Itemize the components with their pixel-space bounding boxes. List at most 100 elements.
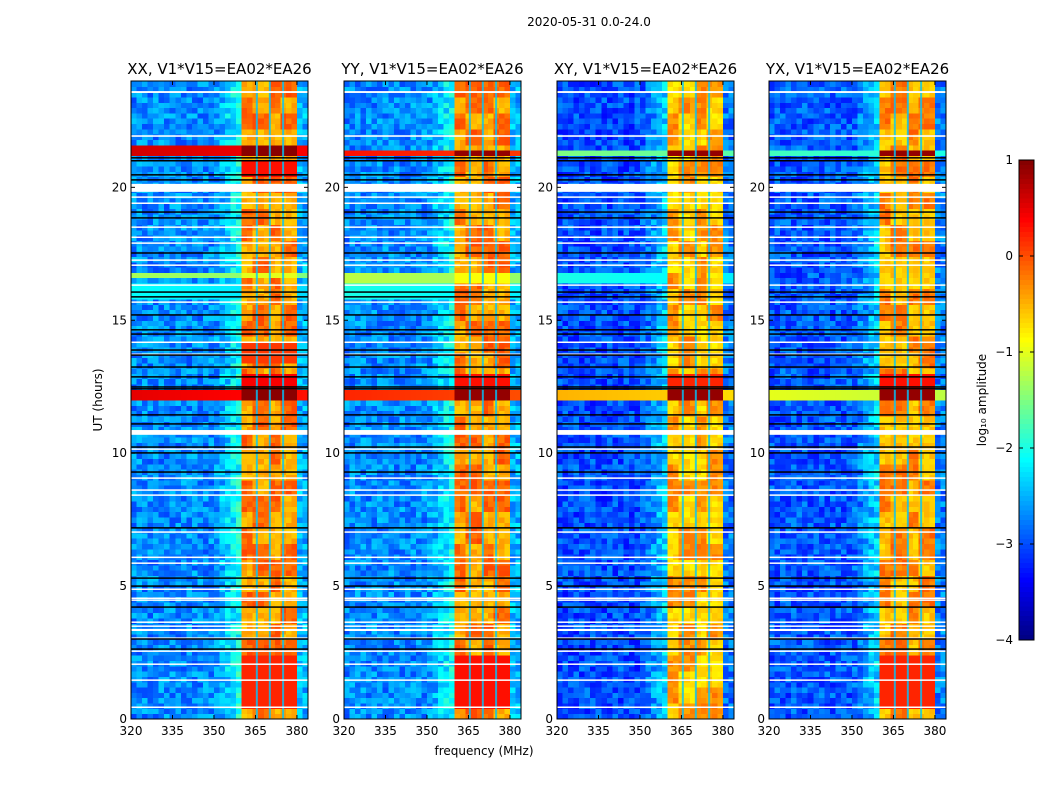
heatmap-cell <box>153 197 160 204</box>
heatmap-cell <box>136 639 143 646</box>
heatmap-cell <box>180 501 187 507</box>
heatmap-cell <box>360 501 367 507</box>
heatmap-cell <box>349 150 356 156</box>
heatmap-cell <box>186 708 193 715</box>
heatmap-cell <box>219 102 226 109</box>
heatmap-cell <box>285 655 292 662</box>
heatmap-cell <box>285 633 292 640</box>
heatmap-cell <box>258 649 265 656</box>
heatmap-cell <box>269 516 276 523</box>
heatmap-cell <box>388 671 395 677</box>
heatmap-cell <box>263 283 270 289</box>
heatmap-cell <box>147 160 154 167</box>
heatmap-cell <box>252 219 259 226</box>
heatmap-cell <box>388 713 395 720</box>
heatmap-cell <box>225 368 232 374</box>
heatmap-cell <box>344 256 351 263</box>
heatmap-cell <box>158 160 165 167</box>
heatmap-cell <box>247 453 254 459</box>
heatmap-cell <box>142 660 149 667</box>
heatmap-cell <box>202 490 209 497</box>
heatmap-cell <box>169 267 176 273</box>
heatmap-cell <box>241 501 248 507</box>
heatmap-cell <box>136 415 143 422</box>
heatmap-cell <box>382 362 389 369</box>
heatmap-cell <box>158 192 165 199</box>
heatmap-cell <box>355 415 362 422</box>
heatmap-cell <box>236 692 243 699</box>
heatmap-cell <box>366 681 373 688</box>
heatmap-cell <box>136 708 143 715</box>
heatmap-cell <box>142 495 149 502</box>
heatmap-cell <box>213 123 220 130</box>
heatmap-cell <box>349 495 356 502</box>
heatmap-cell <box>186 437 193 444</box>
heatmap-cell <box>296 81 303 87</box>
heatmap-cell <box>291 203 298 210</box>
heatmap-cell <box>296 671 303 677</box>
heatmap-cell <box>296 474 303 481</box>
heatmap-cell <box>169 660 176 667</box>
heatmap-cell <box>147 671 154 677</box>
heatmap-cell <box>147 644 154 651</box>
heatmap-cell <box>296 426 303 433</box>
heatmap-cell <box>158 112 165 119</box>
heatmap-cell <box>219 288 226 295</box>
heatmap-cell <box>360 633 367 640</box>
heatmap-cell <box>158 341 165 348</box>
heatmap-cell <box>269 607 276 614</box>
heatmap-cell <box>230 485 237 491</box>
heatmap-cell <box>208 543 215 550</box>
heatmap-cell <box>349 458 356 465</box>
heatmap-cell <box>175 235 182 241</box>
heatmap-cell <box>169 160 176 167</box>
heatmap-cell <box>377 245 384 252</box>
flagged-row <box>131 628 308 632</box>
heatmap-cell <box>258 139 265 146</box>
null-row <box>131 414 308 416</box>
heatmap-cell <box>142 522 149 529</box>
heatmap-cell <box>169 251 176 257</box>
heatmap-cell <box>131 703 138 709</box>
heatmap-cell <box>258 458 265 465</box>
heatmap-cell <box>258 336 265 343</box>
heatmap-cell <box>252 447 259 454</box>
heatmap-cell <box>302 538 309 545</box>
heatmap-cell <box>180 283 187 289</box>
heatmap-cell <box>274 112 281 119</box>
heatmap-cell <box>377 394 384 401</box>
heatmap-cell <box>371 607 378 614</box>
heatmap-cell <box>164 283 171 289</box>
heatmap-cell <box>377 442 384 449</box>
heatmap-cell <box>360 543 367 550</box>
heatmap-cell <box>291 548 298 555</box>
heatmap-cell <box>230 671 237 677</box>
heatmap-cell <box>230 389 237 396</box>
heatmap-cell <box>247 139 254 146</box>
heatmap-cell <box>153 219 160 226</box>
heatmap-cell <box>208 86 215 93</box>
heatmap-cell <box>296 357 303 364</box>
heatmap-cell <box>247 628 254 635</box>
heatmap-cell <box>360 309 367 316</box>
heatmap-cell <box>180 320 187 327</box>
heatmap-cell <box>131 511 138 518</box>
heatmap-cell <box>377 649 384 656</box>
heatmap-cell <box>131 453 138 459</box>
heatmap-cell <box>291 272 298 279</box>
heatmap-cell <box>274 314 281 321</box>
heatmap-cell <box>252 410 259 417</box>
heatmap-cell <box>225 357 232 364</box>
heatmap-cell <box>285 564 292 571</box>
heatmap-cell <box>366 96 373 103</box>
heatmap-cell <box>147 357 154 364</box>
heatmap-cell <box>142 219 149 226</box>
heatmap-cell <box>142 368 149 374</box>
heatmap-cell <box>191 692 198 699</box>
heatmap-cell <box>180 516 187 523</box>
heatmap-cell <box>197 564 204 571</box>
heatmap-cell <box>371 708 378 715</box>
heatmap-cell <box>131 479 138 486</box>
heatmap-cell <box>241 591 248 598</box>
heatmap-cell <box>274 219 281 226</box>
